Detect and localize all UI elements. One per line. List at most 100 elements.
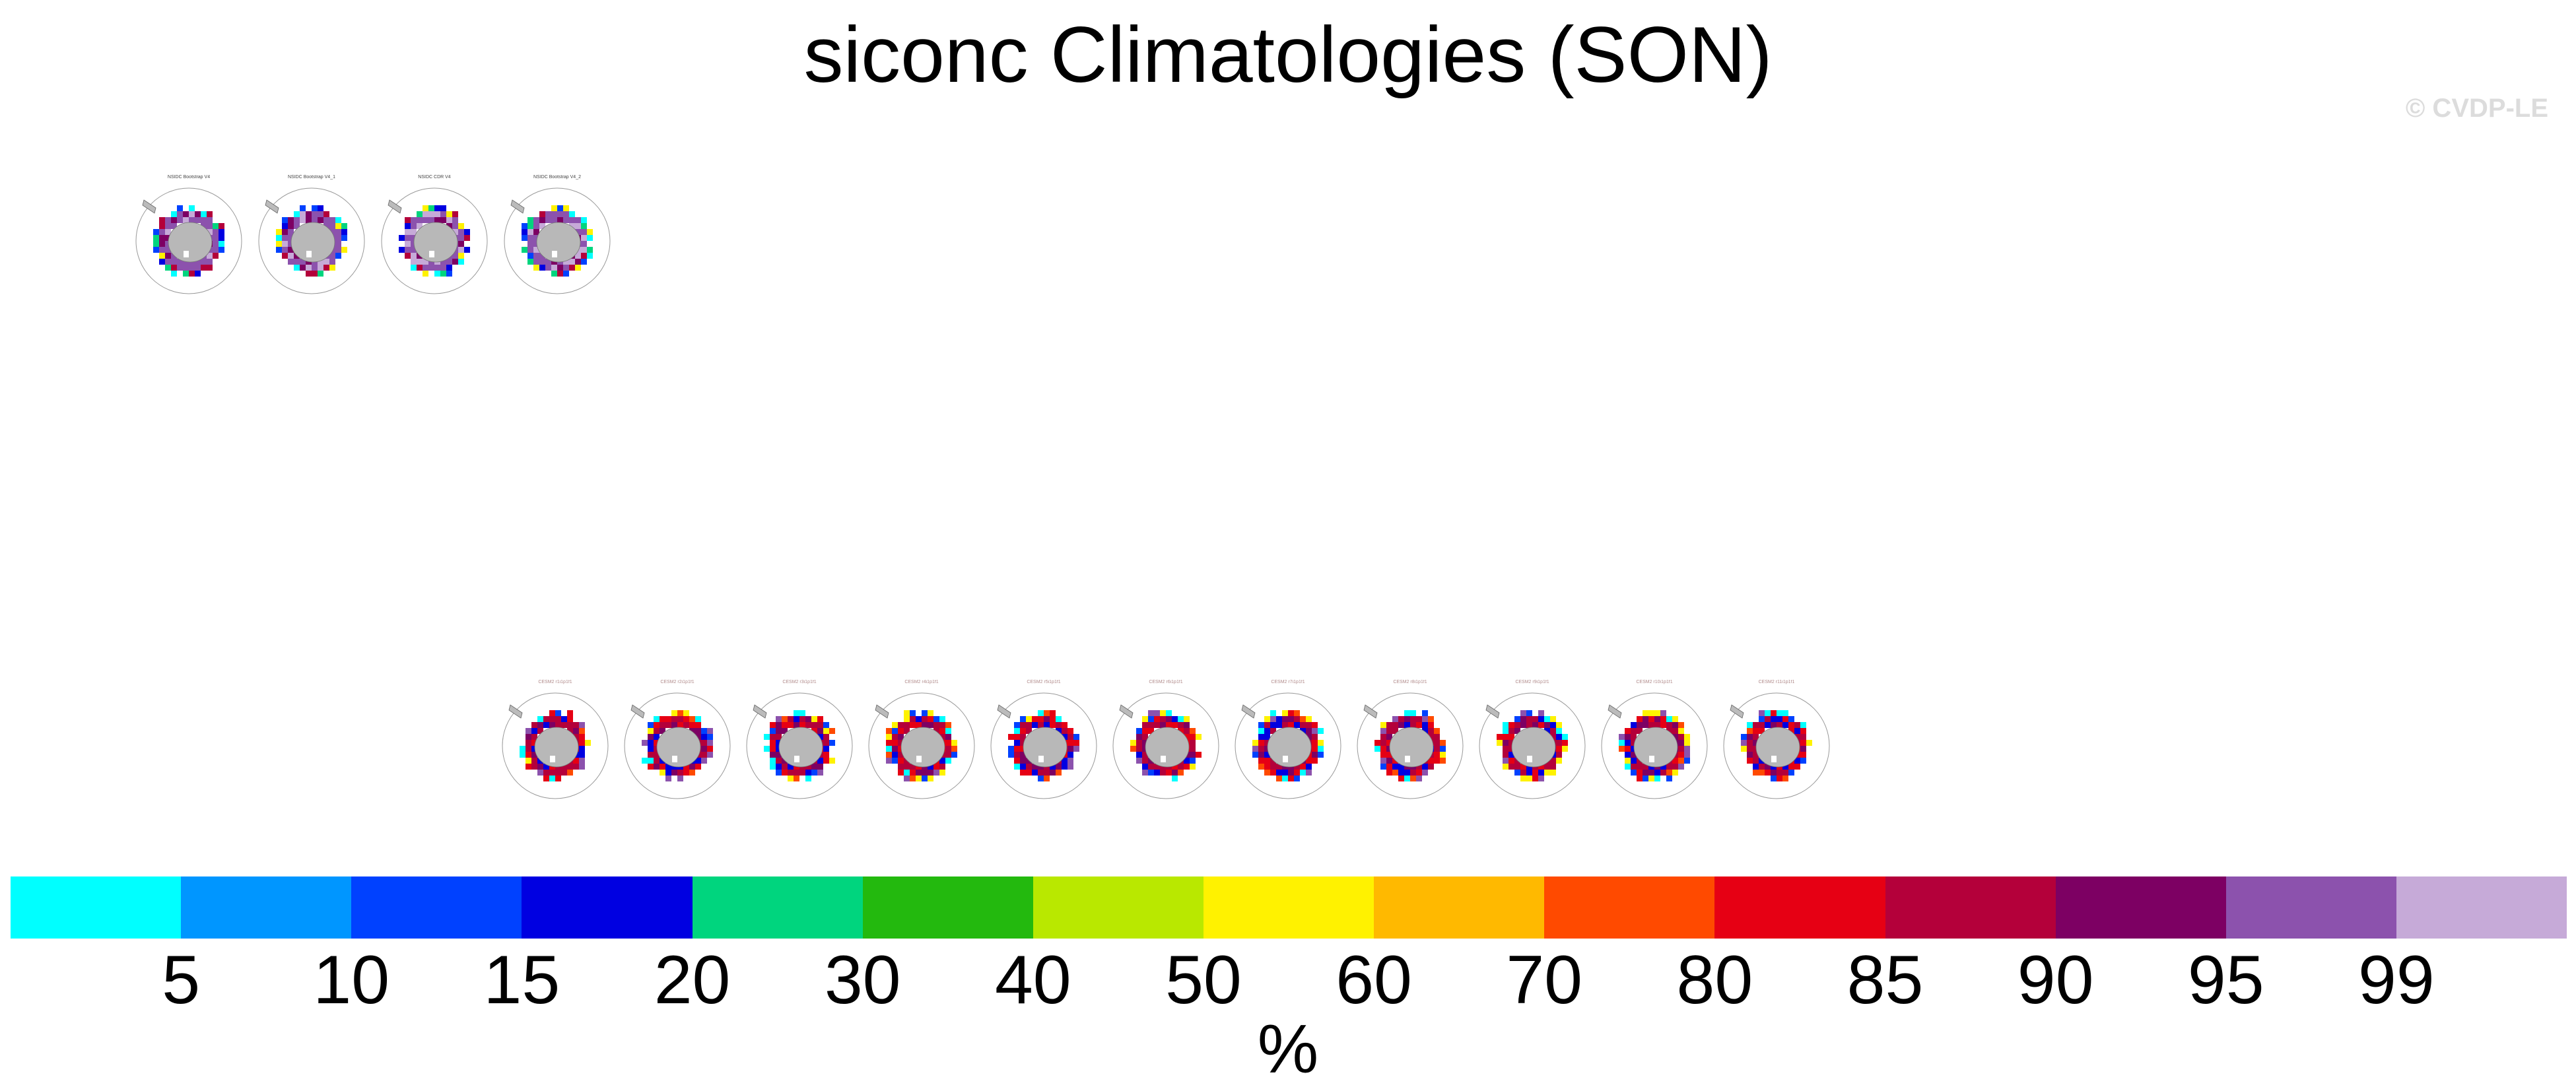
ice-cell	[323, 259, 329, 265]
ice-cell	[799, 722, 805, 728]
ice-cell	[1514, 770, 1520, 776]
ice-cell	[323, 211, 329, 217]
ice-cell	[1538, 764, 1544, 770]
ice-cell	[898, 764, 904, 770]
ice-cell	[434, 265, 440, 271]
ice-cell	[782, 716, 788, 722]
ice-cell	[520, 746, 525, 752]
ice-cell	[1777, 716, 1782, 722]
ice-cell	[1684, 746, 1690, 752]
ice-cell	[892, 722, 898, 728]
ice-cell	[434, 205, 440, 211]
ice-cell	[294, 259, 300, 265]
ice-cell	[1777, 710, 1782, 716]
ice-cell	[159, 241, 165, 247]
ice-cell	[405, 247, 411, 253]
ice-cell	[1434, 740, 1440, 746]
ice-cell	[1759, 716, 1765, 722]
ice-cell	[573, 764, 579, 770]
ice-cell	[788, 770, 794, 776]
ensemble-member-panel: CESM2 r7i1p1f1	[1229, 680, 1347, 812]
ice-cell	[177, 211, 183, 217]
missing-data-cell	[672, 756, 677, 762]
ice-cell	[341, 223, 347, 229]
antarctica-landmass	[656, 727, 701, 768]
ice-cell	[1172, 770, 1178, 776]
ice-cell	[335, 223, 341, 229]
ice-cell	[1056, 770, 1062, 776]
ice-cell	[823, 740, 829, 746]
ice-cell	[417, 217, 423, 223]
panel-title: CESM2 r5i1p1f1	[1027, 680, 1061, 684]
ice-cell	[525, 758, 531, 764]
missing-data-cell	[550, 756, 555, 762]
ice-cell	[335, 247, 341, 253]
ice-cell	[1184, 734, 1190, 740]
missing-data-cell	[306, 251, 312, 257]
ice-cell	[1544, 722, 1550, 728]
ice-cell	[1014, 752, 1020, 758]
ice-cell	[1032, 722, 1038, 728]
ice-cell	[665, 770, 671, 776]
ice-cell	[575, 259, 581, 265]
ice-cell	[1062, 764, 1068, 770]
ice-cell	[585, 740, 591, 746]
ice-cell	[904, 770, 910, 776]
ice-cell	[1800, 740, 1806, 746]
ice-cell	[933, 722, 939, 728]
ice-cell	[1508, 758, 1514, 764]
ice-cell	[1678, 740, 1684, 746]
ice-cell	[1544, 716, 1550, 722]
ice-cell	[1747, 752, 1753, 758]
ice-cell	[533, 247, 539, 253]
ice-cell	[1619, 734, 1625, 740]
ice-cell	[1038, 776, 1044, 781]
ice-cell	[1392, 716, 1398, 722]
ice-cell	[1765, 722, 1771, 728]
ice-cell	[1062, 734, 1068, 740]
ice-cell	[910, 716, 916, 722]
colorbar-segment	[1203, 876, 1374, 939]
ice-cell	[1753, 764, 1759, 770]
ice-cell	[1050, 770, 1056, 776]
ice-cell	[1380, 746, 1386, 752]
ice-cell	[1264, 758, 1270, 764]
ice-cell	[1771, 710, 1777, 716]
south-america-landmass	[1241, 704, 1256, 719]
ice-cell	[1625, 764, 1631, 770]
ice-cell	[898, 752, 904, 758]
ice-cell	[525, 752, 531, 758]
ice-cell	[1392, 764, 1398, 770]
ice-cell	[1148, 770, 1154, 776]
ice-cell	[423, 271, 428, 277]
ice-cell	[794, 770, 799, 776]
ice-cell	[159, 229, 165, 235]
ice-cell	[525, 746, 531, 752]
ice-cell	[458, 247, 464, 253]
ice-cell	[939, 758, 945, 764]
ice-cell	[1184, 758, 1190, 764]
ice-cell	[323, 217, 329, 223]
ice-cell	[1386, 722, 1392, 728]
ensemble-member-panel: CESM2 r3i1p1f1	[740, 680, 859, 812]
ice-cell	[1044, 776, 1050, 781]
ice-cell	[1660, 710, 1666, 716]
ice-cell	[1625, 746, 1631, 752]
ice-cell	[1038, 710, 1044, 716]
ice-cell	[1678, 764, 1684, 770]
ice-cell	[1306, 758, 1312, 764]
ice-cell	[520, 752, 525, 758]
ice-cell	[648, 728, 654, 734]
ice-cell	[1637, 722, 1643, 728]
ice-cell	[817, 734, 823, 740]
ice-cell	[1386, 758, 1392, 764]
colorbar-units-label: %	[1257, 1011, 1319, 1088]
ice-cell	[288, 235, 294, 241]
ice-cell	[1800, 734, 1806, 740]
ice-cell	[531, 728, 537, 734]
ice-cell	[648, 722, 654, 728]
ice-cell	[1428, 728, 1434, 734]
ice-cell	[1747, 758, 1753, 764]
ice-cell	[207, 259, 213, 265]
ice-cell	[1410, 716, 1416, 722]
